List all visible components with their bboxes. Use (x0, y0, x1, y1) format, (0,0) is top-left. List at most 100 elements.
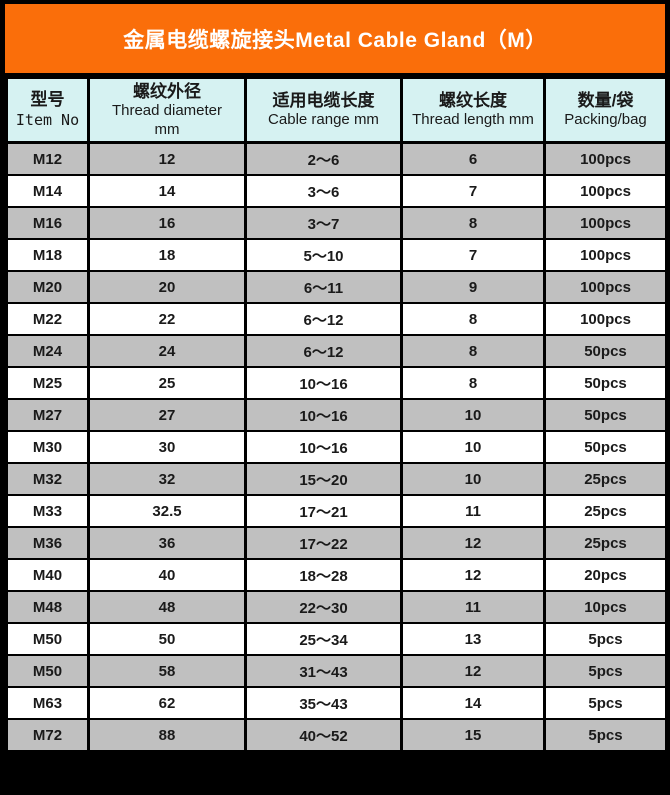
cell-cable-range: 6～11 (244, 270, 403, 304)
cell-item-no: M20 (5, 270, 90, 304)
cell-thread-diameter: 16 (87, 206, 247, 240)
table-row: M72 88 40～52 15 5pcs (5, 718, 668, 752)
cell-cable-range: 22～30 (244, 590, 403, 624)
table-row: M30 30 10～16 10 50pcs (5, 430, 668, 464)
cell-item-no: M33 (5, 494, 90, 528)
cell-packing: 50pcs (543, 366, 668, 400)
cell-packing: 100pcs (543, 141, 668, 176)
cell-packing: 5pcs (543, 686, 668, 720)
column-header-thread-length: 螺纹长度 Thread length mm (400, 77, 546, 144)
cell-packing: 100pcs (543, 174, 668, 208)
cell-thread-length: 7 (400, 238, 546, 272)
cell-packing: 5pcs (543, 622, 668, 656)
cell-thread-diameter: 48 (87, 590, 247, 624)
cell-packing: 100pcs (543, 238, 668, 272)
column-header-en: Cable range mm (268, 111, 379, 129)
cell-item-no: M36 (5, 526, 90, 560)
cell-cable-range: 17～22 (244, 526, 403, 560)
cell-thread-diameter: 32 (87, 462, 247, 496)
cell-item-no: M22 (5, 302, 90, 336)
cell-thread-length: 13 (400, 622, 546, 656)
cell-thread-diameter: 40 (87, 558, 247, 592)
cell-item-no: M14 (5, 174, 90, 208)
cell-item-no: M40 (5, 558, 90, 592)
cell-thread-length: 12 (400, 654, 546, 688)
table-row: M33 32.5 17～21 11 25pcs (5, 494, 668, 528)
cell-item-no: M72 (5, 718, 90, 752)
cell-packing: 100pcs (543, 270, 668, 304)
cell-packing: 20pcs (543, 558, 668, 592)
cell-thread-length: 8 (400, 302, 546, 336)
column-header-en: Thread length mm (412, 111, 534, 129)
cell-thread-length: 7 (400, 174, 546, 208)
cell-thread-length: 10 (400, 430, 546, 464)
cell-thread-length: 8 (400, 334, 546, 368)
cell-thread-diameter: 32.5 (87, 494, 247, 528)
cell-thread-length: 10 (400, 398, 546, 432)
cell-thread-length: 8 (400, 366, 546, 400)
column-header-cable-range: 适用电缆长度 Cable range mm (244, 77, 403, 144)
cell-cable-range: 10～16 (244, 366, 403, 400)
cell-item-no: M24 (5, 334, 90, 368)
cell-item-no: M16 (5, 206, 90, 240)
column-header-zh: 螺纹外径 (133, 81, 201, 101)
table-row: M50 50 25～34 13 5pcs (5, 622, 668, 656)
header-row: 型号 Item No 螺纹外径 Thread diameter mm 适用电缆长… (5, 77, 668, 144)
table-row: M12 12 2～6 6 100pcs (5, 141, 668, 176)
cell-thread-diameter: 22 (87, 302, 247, 336)
cell-cable-range: 40～52 (244, 718, 403, 752)
column-header-en: Thread diameter (111, 101, 223, 119)
column-header-zh: 型号 (30, 90, 65, 110)
cell-cable-range: 10～16 (244, 430, 403, 464)
cell-packing: 5pcs (543, 718, 668, 752)
cell-thread-diameter: 30 (87, 430, 247, 464)
cell-item-no: M48 (5, 590, 90, 624)
column-header-unit: mm (154, 120, 180, 138)
cell-cable-range: 17～21 (244, 494, 403, 528)
cell-thread-length: 9 (400, 270, 546, 304)
cell-packing: 100pcs (543, 206, 668, 240)
cell-thread-length: 11 (400, 590, 546, 624)
table-row: M32 32 15～20 10 25pcs (5, 462, 668, 496)
cell-thread-diameter: 25 (87, 366, 247, 400)
cell-item-no: M25 (5, 366, 90, 400)
cell-cable-range: 3～6 (244, 174, 403, 208)
spec-table: 型号 Item No 螺纹外径 Thread diameter mm 适用电缆长… (5, 77, 668, 752)
column-header-item-no: 型号 Item No (5, 77, 90, 144)
table-row: M24 24 6～12 8 50pcs (5, 334, 668, 368)
cell-packing: 25pcs (543, 494, 668, 528)
cell-cable-range: 15～20 (244, 462, 403, 496)
table-header: 型号 Item No 螺纹外径 Thread diameter mm 适用电缆长… (5, 77, 668, 144)
cell-thread-diameter: 14 (87, 174, 247, 208)
cell-cable-range: 25～34 (244, 622, 403, 656)
table-row: M40 40 18～28 12 20pcs (5, 558, 668, 592)
column-header-thread-diameter: 螺纹外径 Thread diameter mm (87, 77, 247, 144)
cell-thread-diameter: 18 (87, 238, 247, 272)
table-body: M12 12 2～6 6 100pcs M14 14 3～6 7 100pcs M16 16 3～7 8 1… (5, 141, 668, 752)
cell-cable-range: 6～12 (244, 302, 403, 336)
cell-packing: 50pcs (543, 398, 668, 432)
cell-cable-range: 6～12 (244, 334, 403, 368)
cell-item-no: M63 (5, 686, 90, 720)
column-header-en: Packing/bag (564, 111, 647, 129)
cell-thread-length: 10 (400, 462, 546, 496)
cell-packing: 10pcs (543, 590, 668, 624)
cell-thread-diameter: 27 (87, 398, 247, 432)
cell-thread-diameter: 58 (87, 654, 247, 688)
cell-item-no: M30 (5, 430, 90, 464)
table-row: M14 14 3～6 7 100pcs (5, 174, 668, 208)
cell-thread-length: 8 (400, 206, 546, 240)
title-bar: 金属电缆螺旋接头Metal Cable Gland（M） (5, 4, 665, 73)
cell-packing: 50pcs (543, 334, 668, 368)
cell-thread-diameter: 12 (87, 141, 247, 176)
cell-packing: 50pcs (543, 430, 668, 464)
table-row: M16 16 3～7 8 100pcs (5, 206, 668, 240)
cell-item-no: M50 (5, 654, 90, 688)
cell-thread-length: 11 (400, 494, 546, 528)
cell-cable-range: 3～7 (244, 206, 403, 240)
cell-cable-range: 18～28 (244, 558, 403, 592)
cell-thread-length: 12 (400, 526, 546, 560)
cell-item-no: M27 (5, 398, 90, 432)
table-row: M48 48 22～30 11 10pcs (5, 590, 668, 624)
